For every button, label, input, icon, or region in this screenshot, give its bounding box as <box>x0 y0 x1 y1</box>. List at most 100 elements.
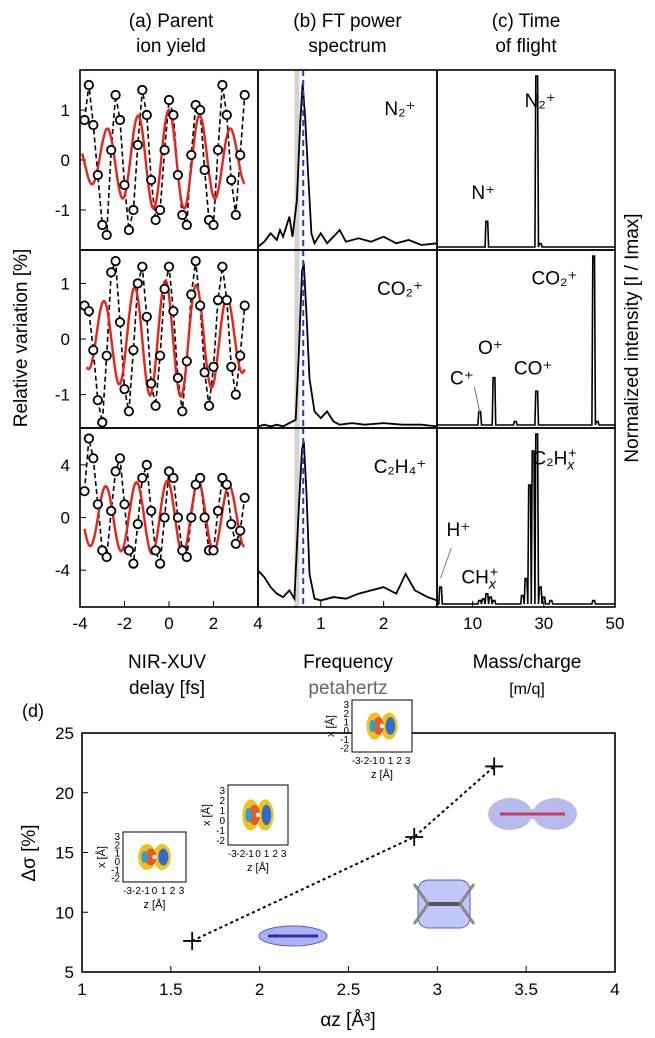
data-point <box>186 512 197 523</box>
ethylene-molecule-icon <box>412 879 476 929</box>
panel-c-row-1: N₂⁺ N⁺ <box>437 75 615 248</box>
inset-x-tick-label: -3 <box>123 886 132 897</box>
data-point <box>155 558 166 569</box>
annotation-leader-line <box>473 386 481 413</box>
density-lobe <box>245 807 252 823</box>
molecule-label: N₂⁺ <box>384 99 415 120</box>
inset-y-axis-label: x [Å] <box>95 846 108 868</box>
frequency-band <box>294 250 300 428</box>
n2-molecule-icon <box>258 925 328 947</box>
data-point <box>101 551 112 563</box>
data-point <box>212 144 224 156</box>
data-point <box>114 317 126 328</box>
x-tick-label: 2.5 <box>337 980 361 999</box>
y-tick-label: 25 <box>55 724 74 743</box>
inset-y-tick-label: 2 <box>343 709 349 720</box>
data-point <box>110 255 121 267</box>
density-lobe <box>141 851 148 863</box>
mass-spectrum-line <box>437 75 615 248</box>
panel-frame <box>436 249 616 429</box>
inset-x-tick-label: -2 <box>236 849 245 860</box>
panel-a-row-1: 1 0 -1 <box>55 79 250 241</box>
measured-series-line <box>83 84 246 236</box>
mass-spectrum-line <box>437 433 615 605</box>
inset-x-axis-label: z [Å] <box>371 768 393 781</box>
data-point <box>168 109 179 121</box>
ion-label: N₂⁺ <box>525 91 556 112</box>
inset-x-tick-label: -3 <box>352 756 361 767</box>
inset-x-tick-label: 3 <box>281 849 287 860</box>
panel-frame <box>257 249 438 429</box>
inset-x-tick-label: 3 <box>405 756 411 767</box>
data-point <box>186 289 197 300</box>
inset-y-tick-label: 1 <box>114 849 120 860</box>
data-point <box>132 278 143 289</box>
data-point <box>199 367 210 378</box>
data-point <box>123 224 134 236</box>
y-tick-label: -1 <box>55 386 70 405</box>
y-tick-label: 5 <box>65 963 74 982</box>
spectrum-line <box>257 83 438 248</box>
x-tick-label: 1 <box>77 980 86 999</box>
inset-y-tick-label: 2 <box>114 840 120 851</box>
density-core <box>152 854 157 860</box>
ion-label: C⁺ <box>450 368 474 389</box>
inset-x-tick-label: 2 <box>272 849 278 860</box>
inset-x-axis-label: z [Å] <box>247 861 269 874</box>
data-point <box>106 267 117 278</box>
fit-series-line <box>85 278 246 398</box>
annotation-leader-line <box>440 547 452 579</box>
data-point <box>177 406 188 417</box>
data-point <box>114 114 126 126</box>
bond <box>412 883 430 905</box>
panel-d-label: (d) <box>22 701 44 721</box>
ion-label: CO₂⁺ <box>532 269 578 290</box>
data-point <box>146 378 157 389</box>
ion-label-subscript: x <box>488 576 497 592</box>
data-point <box>195 300 206 311</box>
y-tick-label: 1 <box>61 274 70 293</box>
x-tick-label: 50 <box>606 614 625 633</box>
inset-x-tick-label: -1 <box>369 756 378 767</box>
data-point <box>195 472 206 484</box>
panel-a-x-axis-label-line1: NIR-XUV <box>128 652 206 673</box>
data-point <box>230 209 241 221</box>
x-tick-label: 2 <box>255 980 264 999</box>
data-point <box>150 214 161 226</box>
inset-x-tick-label: -3 <box>228 849 237 860</box>
data-point <box>123 545 134 556</box>
inset-x-tick-label: 2 <box>396 756 402 767</box>
frequency-band <box>294 428 300 607</box>
x-tick-label: -2 <box>117 614 132 633</box>
data-point <box>79 114 90 126</box>
inset-x-tick-label: 0 <box>152 886 158 897</box>
data-point <box>208 545 219 556</box>
data-point <box>217 261 228 272</box>
y-tick-label: 20 <box>55 784 74 803</box>
data-point <box>79 486 90 497</box>
data-point <box>92 169 103 181</box>
data-point <box>239 492 250 503</box>
data-point <box>226 174 237 186</box>
inset-y-tick-label: 0 <box>219 816 225 827</box>
panel-a-x-axis-label-line2: delay [fs] <box>129 678 205 699</box>
inset-y-tick-label: 1 <box>343 718 349 729</box>
inset-y-tick-label: -1 <box>111 865 120 876</box>
ion-label-superscript: + <box>490 564 498 580</box>
data-point <box>212 505 224 516</box>
data-point <box>208 219 219 231</box>
panel-frame <box>257 69 438 251</box>
data-point <box>239 89 250 101</box>
x-tick-label: 4 <box>610 980 619 999</box>
data-point <box>88 119 99 131</box>
inset-y-tick-label: 3 <box>114 832 120 843</box>
data-point <box>110 89 121 101</box>
panel-b-row-2: CO₂⁺ <box>257 250 438 428</box>
data-point <box>83 79 95 91</box>
panel-c-header-line2: of flight <box>495 36 557 57</box>
data-point <box>235 525 246 536</box>
ion-label-superscript: + <box>568 445 576 461</box>
